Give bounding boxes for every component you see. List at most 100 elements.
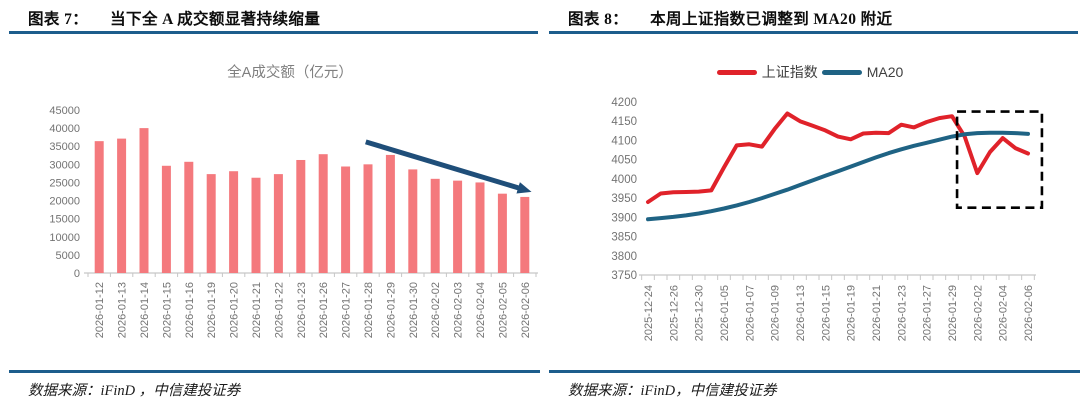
bar-2026-01-23 [296,159,306,273]
y-tick-label: 5000 [56,250,80,262]
y-tick-label: 0 [74,268,80,280]
legend-item-1: MA20 [821,64,904,80]
y-tick-label: 3800 [611,251,637,263]
bar-2026-01-21 [251,177,261,273]
y-tick-label: 4150 [611,116,637,128]
bar-2026-02-04 [475,182,485,273]
legend-item-0: 上证指数 [716,62,818,82]
bar-2026-01-19 [206,174,216,273]
x-tick-label: 2025-12-24 [643,285,655,341]
highlight-dashed-box [955,110,1044,210]
header-rule [9,31,538,34]
x-tick-label: 2026-01-27 [922,285,934,341]
x-tick-label: 2026-02-02 [972,285,984,341]
bar-2026-01-28 [363,164,373,273]
bar-2026-01-30 [408,169,418,273]
x-tick-label: 2026-01-13 [117,282,129,338]
y-tick-label: 3850 [611,232,637,244]
x-tick-label: 2026-01-19 [206,282,218,338]
x-tick-label: 2026-01-26 [318,282,330,338]
index-line-chart: 4200 4150 4100 4050 4000 3950 3900 3850 3800 3750… [611,97,1044,341]
y-tick-label: 4100 [611,135,637,147]
x-tick-label: 2026-01-21 [251,282,263,338]
y-tick-label: 20000 [49,196,80,208]
figure-7: 图表 7： 当下全 A 成交额显著持续缩量 全A成交额（亿元） 0 5000 1000… [9,7,540,399]
x-tick-label: 2026-02-04 [475,282,487,338]
footer-rule [9,370,540,373]
y-tick-label: 3950 [611,193,637,205]
x-tick-label: 2026-01-21 [871,285,883,341]
y-tick-label: 35000 [49,141,80,153]
figure-8-number: 图表 8： [568,11,629,28]
x-tick-label: 2026-01-15 [161,282,173,338]
x-tick-label: 2026-01-29 [947,285,959,341]
bar-2026-01-15 [161,165,171,273]
y-tick-label: 3750 [611,270,637,282]
figure-8-header: 图表 8： 本周上证指数已调整到 MA20 附近 [568,7,1074,29]
bar-chart-title: 全A成交额（亿元） [227,65,353,81]
bar-2026-02-02 [430,178,440,273]
bar-2026-01-29 [385,154,395,273]
downtrend-arrow [365,139,532,194]
data-source-right: 数据来源：iFinD，中信建投证券 [568,383,777,399]
x-tick-label: 2025-12-26 [668,285,680,341]
x-tick-label: 2026-02-06 [520,282,532,338]
x-tick-label: 2026-01-28 [363,282,375,338]
x-tick-label: 2026-01-19 [846,285,858,341]
header-rule [549,31,1078,34]
x-tick-label: 2026-01-13 [795,285,807,341]
figure-8-title: 本周上证指数已调整到 MA20 附近 [650,11,893,28]
bar-2026-02-05 [497,193,507,273]
x-tick-label: 2026-01-23 [896,285,908,341]
y-tick-label: 10000 [49,232,80,244]
x-tick-label: 2026-01-20 [229,282,241,338]
x-tick-label: 2026-01-16 [184,282,196,338]
x-tick-label: 2026-01-27 [341,282,353,338]
data-source-left: 数据来源：iFinD ，中信建投证券 [28,383,241,399]
bar-2026-02-03 [453,180,463,273]
x-tick-label: 2026-02-03 [453,282,465,338]
x-tick-label: 2026-02-02 [430,282,442,338]
legend: 上证指数 MA20 [540,62,1080,82]
x-tick-label: 2026-01-30 [408,282,420,338]
figure-7-header: 图表 7： 当下全 A 成交额显著持续缩量 [28,7,534,29]
legend-label: MA20 [866,64,904,80]
x-tick-label: 2026-01-12 [94,282,106,338]
figure-7-number: 图表 7： [28,11,89,28]
bar-2026-01-22 [273,174,283,273]
x-tick-label: 2026-02-05 [497,282,509,338]
bar-2026-01-27 [341,166,351,273]
figure-8: 图表 8： 本周上证指数已调整到 MA20 附近 上证指数 MA20 4200 415… [540,0,1080,412]
footer-rule [549,370,1080,373]
y-tick-label: 45000 [49,105,80,117]
x-tick-label: 2026-01-15 [820,285,832,341]
x-tick-label: 2025-12-30 [694,285,706,341]
series-line-MA20 [646,130,1030,222]
x-tick-label: 2026-01-22 [273,282,285,338]
legend-swatch [821,69,862,75]
bar-2026-01-16 [184,161,194,273]
x-tick-label: 2026-01-14 [139,282,151,338]
series-line-上证指数 [646,111,1030,204]
y-tick-label: 40000 [49,123,80,135]
x-tick-label: 2026-02-04 [998,285,1010,341]
x-tick-label: 2026-01-23 [296,282,308,338]
y-tick-label: 4000 [611,174,637,186]
y-tick-label: 4200 [611,97,637,109]
x-tick-label: 2026-01-05 [719,285,731,341]
y-tick-label: 4050 [611,155,637,167]
bar-2026-01-26 [318,154,328,273]
x-tick-label: 2026-02-06 [1023,285,1035,341]
y-tick-label: 15000 [49,214,80,226]
x-tick-label: 2026-01-07 [744,285,756,341]
bar-2026-01-13 [117,138,127,273]
figure-7-title: 当下全 A 成交额显著持续缩量 [110,11,321,28]
bar-2026-01-12 [94,141,104,273]
legend-swatch [716,69,757,75]
y-tick-label: 25000 [49,177,80,189]
y-tick-label: 3900 [611,212,637,224]
legend-label: 上证指数 [761,64,818,80]
x-tick-label: 2026-01-09 [770,285,782,341]
volume-bar-chart: 0 5000 10000 15000 20000 25000 30000 35000 40000… [49,105,538,338]
y-tick-label: 30000 [49,159,80,171]
